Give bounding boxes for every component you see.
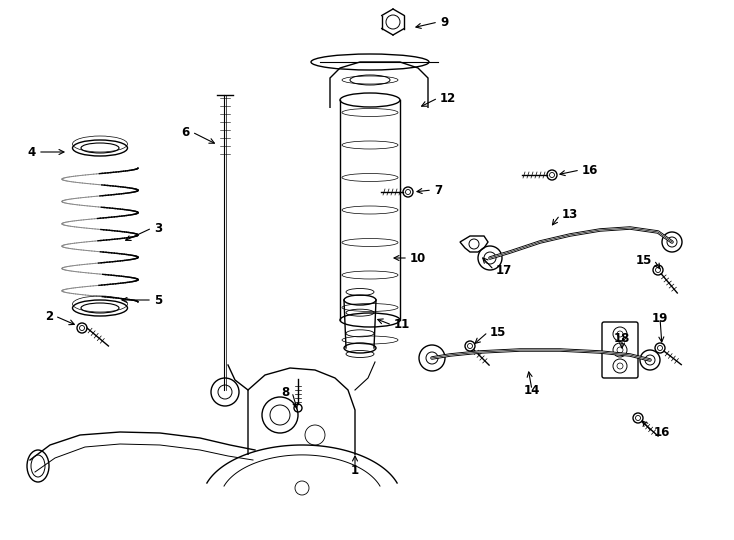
Text: 18: 18 [614, 332, 631, 345]
Text: 2: 2 [45, 309, 53, 322]
Text: 5: 5 [154, 294, 162, 307]
Text: 14: 14 [524, 383, 540, 396]
Text: 10: 10 [410, 252, 426, 265]
Text: 9: 9 [440, 16, 448, 29]
Text: 8: 8 [282, 386, 290, 399]
Text: 15: 15 [490, 326, 506, 339]
Text: 13: 13 [562, 208, 578, 221]
Text: 6: 6 [182, 125, 190, 138]
Text: 19: 19 [652, 312, 668, 325]
Text: 4: 4 [28, 145, 36, 159]
Text: 1: 1 [351, 463, 359, 476]
Text: 7: 7 [434, 184, 442, 197]
Text: 16: 16 [654, 426, 670, 438]
Text: 11: 11 [394, 319, 410, 332]
Text: 17: 17 [496, 264, 512, 276]
Text: 12: 12 [440, 91, 457, 105]
Text: 16: 16 [582, 164, 598, 177]
Text: 15: 15 [636, 253, 652, 267]
Text: 3: 3 [154, 221, 162, 234]
